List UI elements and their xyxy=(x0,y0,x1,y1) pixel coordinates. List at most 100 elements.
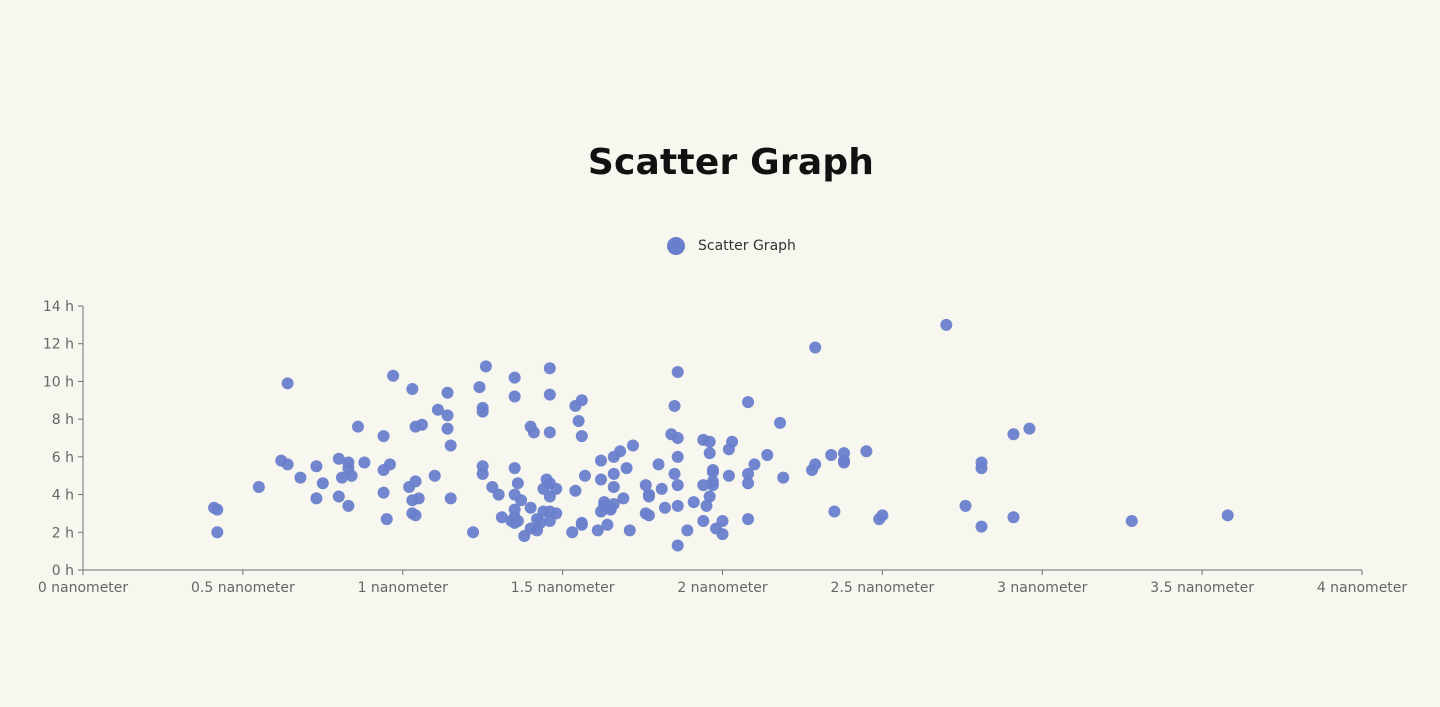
data-point[interactable] xyxy=(642,490,655,503)
data-point[interactable] xyxy=(492,488,505,501)
data-point[interactable] xyxy=(441,386,454,399)
data-point[interactable] xyxy=(345,469,358,482)
data-point[interactable] xyxy=(310,460,323,473)
data-point[interactable] xyxy=(428,469,441,482)
data-point[interactable] xyxy=(252,481,265,494)
data-point[interactable] xyxy=(703,435,716,448)
data-point[interactable] xyxy=(444,439,457,452)
data-point[interactable] xyxy=(607,498,620,510)
data-point[interactable] xyxy=(671,539,684,552)
data-point[interactable] xyxy=(476,405,489,418)
legend[interactable]: Scatter Graph xyxy=(667,236,796,256)
data-point[interactable] xyxy=(940,318,953,331)
data-point[interactable] xyxy=(838,456,851,469)
data-point[interactable] xyxy=(652,458,665,471)
data-point[interactable] xyxy=(671,450,684,463)
data-point[interactable] xyxy=(706,465,719,478)
data-point[interactable] xyxy=(697,514,710,527)
data-point[interactable] xyxy=(211,526,224,539)
data-point[interactable] xyxy=(809,341,822,354)
data-point[interactable] xyxy=(591,524,604,537)
data-point[interactable] xyxy=(626,439,639,452)
data-point[interactable] xyxy=(383,458,396,471)
data-point[interactable] xyxy=(722,469,735,482)
data-point[interactable] xyxy=(703,447,716,460)
data-point[interactable] xyxy=(441,422,454,435)
data-point[interactable] xyxy=(607,467,620,480)
data-point[interactable] xyxy=(774,416,787,429)
data-point[interactable] xyxy=(473,381,486,394)
data-point[interactable] xyxy=(444,492,457,505)
data-point[interactable] xyxy=(620,462,633,475)
data-point[interactable] xyxy=(543,388,556,401)
data-point[interactable] xyxy=(441,409,454,422)
data-point[interactable] xyxy=(281,458,294,471)
data-point[interactable] xyxy=(668,467,681,480)
data-point[interactable] xyxy=(681,524,694,537)
data-point[interactable] xyxy=(706,479,719,492)
data-point[interactable] xyxy=(668,399,681,412)
data-point[interactable] xyxy=(860,445,873,458)
data-point[interactable] xyxy=(1007,511,1020,524)
data-point[interactable] xyxy=(828,505,841,518)
data-point[interactable] xyxy=(777,471,790,484)
data-point[interactable] xyxy=(594,454,607,467)
data-point[interactable] xyxy=(959,499,972,512)
data-point[interactable] xyxy=(479,360,492,373)
data-point[interactable] xyxy=(527,426,540,439)
data-point[interactable] xyxy=(550,507,563,520)
data-point[interactable] xyxy=(658,501,671,514)
data-point[interactable] xyxy=(524,501,537,514)
data-point[interactable] xyxy=(742,477,755,490)
data-point[interactable] xyxy=(575,518,588,531)
data-point[interactable] xyxy=(623,524,636,537)
data-point[interactable] xyxy=(332,452,345,465)
data-point[interactable] xyxy=(387,369,400,382)
data-point[interactable] xyxy=(1125,514,1138,527)
data-point[interactable] xyxy=(642,509,655,522)
data-point[interactable] xyxy=(671,479,684,492)
data-point[interactable] xyxy=(716,514,729,527)
data-point[interactable] xyxy=(409,509,422,522)
data-point[interactable] xyxy=(358,456,371,469)
data-point[interactable] xyxy=(569,484,582,497)
data-point[interactable] xyxy=(508,390,521,403)
data-point[interactable] xyxy=(476,467,489,480)
data-point[interactable] xyxy=(335,471,348,484)
data-point[interactable] xyxy=(409,475,422,488)
data-point[interactable] xyxy=(579,469,592,482)
data-point[interactable] xyxy=(975,520,988,533)
data-point[interactable] xyxy=(687,496,700,509)
data-point[interactable] xyxy=(310,492,323,505)
data-point[interactable] xyxy=(332,490,345,503)
data-point[interactable] xyxy=(534,516,547,529)
data-point[interactable] xyxy=(550,482,563,495)
data-point[interactable] xyxy=(515,494,528,507)
data-point[interactable] xyxy=(761,448,774,461)
data-point[interactable] xyxy=(543,426,556,439)
data-point[interactable] xyxy=(671,432,684,444)
data-point[interactable] xyxy=(406,382,419,395)
data-point[interactable] xyxy=(566,526,579,539)
data-point[interactable] xyxy=(697,479,710,492)
data-point[interactable] xyxy=(671,366,684,378)
data-point[interactable] xyxy=(742,513,755,526)
data-point[interactable] xyxy=(211,503,224,516)
data-point[interactable] xyxy=(825,448,838,461)
data-point[interactable] xyxy=(1221,509,1234,522)
data-point[interactable] xyxy=(639,479,652,492)
data-point[interactable] xyxy=(543,362,556,375)
data-point[interactable] xyxy=(700,499,713,512)
data-point[interactable] xyxy=(748,458,761,471)
data-point[interactable] xyxy=(716,528,729,541)
data-point[interactable] xyxy=(742,396,755,409)
data-point[interactable] xyxy=(607,481,620,494)
data-point[interactable] xyxy=(594,473,607,486)
data-point[interactable] xyxy=(415,418,428,431)
data-point[interactable] xyxy=(380,513,393,526)
data-point[interactable] xyxy=(671,499,684,512)
data-point[interactable] xyxy=(431,403,444,416)
data-point[interactable] xyxy=(975,462,988,475)
data-point[interactable] xyxy=(294,471,307,484)
data-point[interactable] xyxy=(655,482,668,495)
